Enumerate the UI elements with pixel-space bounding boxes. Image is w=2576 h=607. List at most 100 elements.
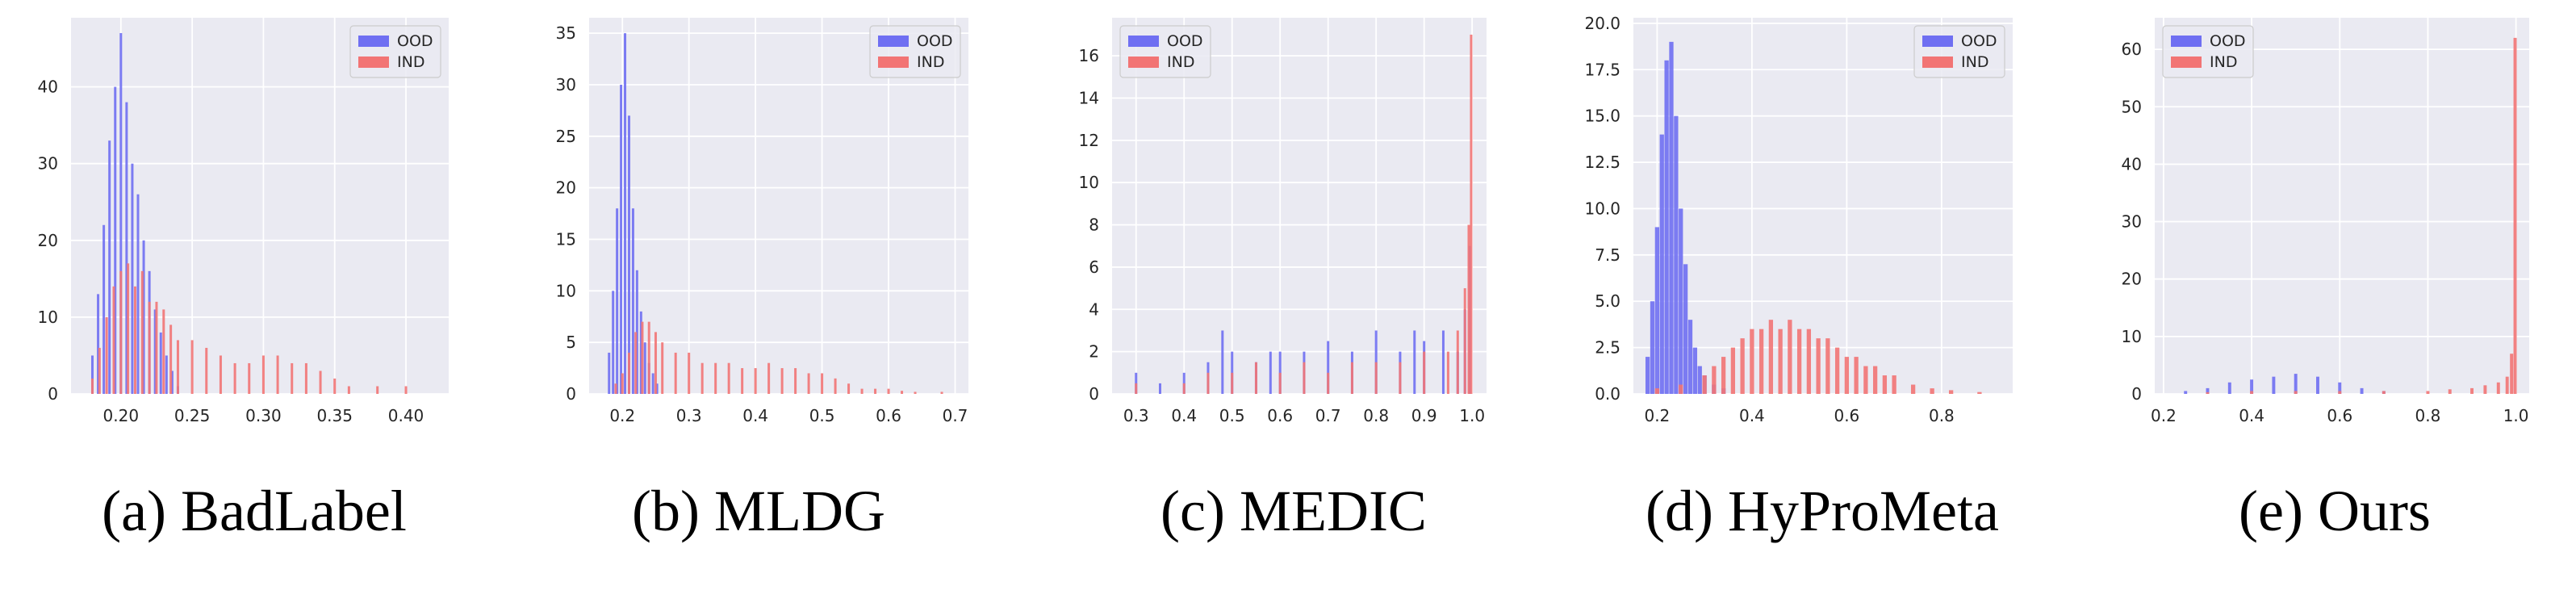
- ind-bar: [1231, 372, 1234, 394]
- plot-area-d: [1633, 18, 2013, 394]
- y-tick-label: 20: [38, 231, 58, 250]
- ood-bar: [142, 240, 145, 394]
- ind-bar: [727, 362, 730, 394]
- y-tick-label: 12.5: [1584, 153, 1620, 172]
- ood-legend-swatch: [1128, 36, 1159, 47]
- ind-bar: [127, 263, 130, 394]
- ind-bar: [1702, 375, 1707, 394]
- ood-bar: [125, 102, 128, 394]
- ood-bar: [635, 270, 638, 394]
- ind-bar: [674, 352, 677, 394]
- y-tick-label: 6: [1089, 257, 1099, 277]
- ood-bar: [616, 208, 619, 394]
- ind-bar: [1910, 384, 1916, 394]
- ind-bar: [621, 373, 624, 394]
- ind-bar: [901, 391, 904, 394]
- ood-legend-swatch: [1922, 36, 1953, 47]
- ood-bar: [1221, 330, 1224, 394]
- y-tick-label: 0: [2131, 384, 2142, 404]
- ind-bar: [614, 383, 617, 394]
- ind-bar: [1825, 338, 1830, 394]
- ood-bar: [108, 140, 111, 394]
- x-tick-label: 0.6: [1834, 406, 1859, 425]
- y-tick-label: 30: [38, 154, 58, 174]
- ind-bar: [1206, 372, 1210, 394]
- x-tick-label: 0.3: [676, 406, 702, 425]
- ood-bar: [1697, 366, 1702, 394]
- ind-bar: [767, 362, 771, 394]
- y-tick-label: 20: [556, 178, 576, 198]
- ood-bar: [131, 163, 134, 394]
- ood-bar: [1182, 372, 1186, 394]
- y-tick-label: 5.0: [1595, 291, 1620, 311]
- ood-bar: [153, 309, 157, 394]
- x-tick-label: 0.7: [943, 406, 968, 425]
- x-tick-label: 1.0: [1459, 406, 1485, 425]
- ind-bar: [1730, 347, 1736, 394]
- ood-bar: [1679, 208, 1683, 394]
- caption-d: (d) HyProMeta: [1646, 479, 1999, 543]
- ind-bar: [821, 373, 824, 394]
- plot-area-b: [589, 18, 968, 394]
- ind-bar: [1806, 329, 1812, 394]
- ind-bar: [794, 368, 797, 394]
- x-tick-label: 0.5: [809, 406, 835, 425]
- y-tick-label: 0.0: [1595, 384, 1620, 404]
- legend-c: OOD IND: [1119, 25, 1211, 78]
- x-tick-label: 0.6: [2327, 406, 2352, 425]
- ind-bar: [2382, 391, 2386, 394]
- x-tick-label: 0.7: [1315, 406, 1341, 425]
- ind-bar: [1423, 351, 1426, 394]
- ood-bar: [165, 355, 168, 394]
- ood-bar: [651, 373, 654, 394]
- ood-bar: [2272, 376, 2276, 394]
- bars-group-b: [608, 33, 943, 394]
- ood-bar: [1650, 301, 1655, 394]
- ind-bar: [1882, 375, 1888, 394]
- y-tick-label: 4: [1089, 299, 1099, 319]
- ood-bar: [136, 194, 140, 394]
- ood-legend-label: OOD: [917, 32, 953, 50]
- y-tick-label: 10.0: [1584, 199, 1620, 218]
- ind-bar: [291, 362, 294, 394]
- ind-bar: [1374, 362, 1378, 394]
- ind-legend-swatch: [358, 57, 389, 68]
- ood-bar: [102, 224, 106, 394]
- ind-bar: [1350, 362, 1353, 394]
- y-tick-label: 20: [2122, 270, 2142, 289]
- x-tick-label: 0.4: [1171, 406, 1197, 425]
- ood-bar: [620, 84, 623, 394]
- ind-bar: [2513, 37, 2517, 394]
- ind-bar: [914, 391, 917, 394]
- ind-bar: [1399, 362, 1402, 394]
- y-tick-label: 12: [1079, 131, 1099, 150]
- ood-legend-swatch: [2171, 36, 2202, 47]
- ind-bar: [261, 355, 265, 394]
- y-tick-label: 25: [556, 127, 576, 146]
- ind-bar: [119, 270, 123, 394]
- legend-b: OOD IND: [869, 25, 961, 78]
- ind-bar: [2294, 391, 2298, 394]
- ind-bar: [404, 386, 408, 394]
- ind-legend-swatch: [1922, 57, 1953, 68]
- histogram-panel-d: 0.2 0.4 0.6 0.8 0.0 2.5 5.0 7.5 10.0 12.5 15.0 17.5…: [1584, 14, 2013, 425]
- ind-bar: [1844, 357, 1850, 394]
- ind-bar: [2338, 391, 2342, 394]
- ind-bar: [700, 362, 704, 394]
- ood-bar: [97, 294, 100, 394]
- ind-bar: [1977, 391, 1982, 394]
- ood-bar: [2227, 382, 2231, 394]
- y-tick-label: 20.0: [1584, 14, 1620, 33]
- ood-bar: [2360, 387, 2364, 394]
- ind-bar: [1872, 366, 1878, 394]
- ind-bar: [148, 301, 151, 394]
- ind-bar: [1679, 384, 1683, 394]
- x-tick-label: 0.9: [1411, 406, 1437, 425]
- ood-legend-swatch: [878, 36, 909, 47]
- ind-bar: [1740, 338, 1745, 394]
- ind-bar: [807, 373, 810, 394]
- ood-bar: [1158, 383, 1161, 394]
- ood-bar: [624, 33, 627, 394]
- ind-bar: [1721, 357, 1726, 394]
